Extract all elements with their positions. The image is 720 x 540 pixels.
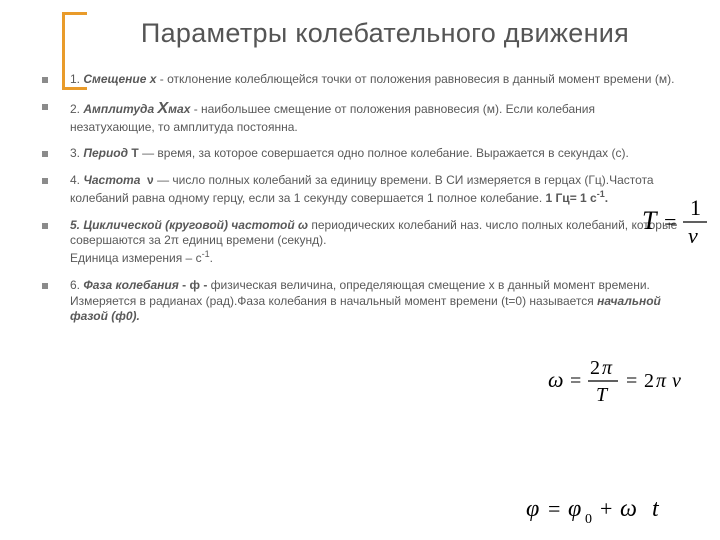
svg-text:T: T (596, 384, 609, 406)
svg-text:t: t (652, 496, 660, 522)
svg-text:φ: φ (526, 496, 539, 522)
svg-text:=: = (548, 496, 560, 521)
svg-text:2: 2 (644, 370, 654, 392)
svg-text:π: π (602, 357, 613, 379)
svg-text:2: 2 (590, 357, 600, 379)
formula-period: T = 1 ν (640, 195, 712, 249)
svg-text:=: = (570, 370, 581, 392)
svg-text:ω: ω (620, 496, 637, 522)
list-item: 1. Смещение х - отклонение колеблющейся … (70, 72, 680, 87)
list-item: 5. Циклической (круговой) частотой ω пер… (70, 218, 680, 266)
list-item: 3. Период Т — время, за которое совершае… (70, 146, 680, 161)
svg-text:=: = (626, 370, 637, 392)
item-list: 1. Смещение х - отклонение колеблющейся … (70, 72, 680, 324)
svg-text:=: = (664, 209, 676, 234)
svg-text:ν: ν (672, 370, 681, 392)
list-item: 2. Амплитуда Хмах - наибольшее смещение … (70, 99, 680, 135)
slide: Параметры колебательного движения 1. Сме… (0, 0, 720, 540)
svg-text:ν: ν (688, 223, 698, 248)
svg-text:φ: φ (568, 496, 581, 522)
formula-omega: ω = 2 π T = 2 π ν (548, 355, 712, 407)
svg-text:1: 1 (690, 195, 701, 220)
svg-text:π: π (656, 370, 667, 392)
svg-text:ω: ω (548, 367, 564, 392)
formula-phase: φ = φ 0 + ω t (526, 490, 686, 530)
list-item: 4. Частота ν — число полных колебаний за… (70, 173, 680, 206)
svg-text:+: + (600, 496, 612, 521)
slide-title: Параметры колебательного движения (90, 18, 680, 50)
svg-text:T: T (642, 206, 658, 235)
list-item: 6. Фаза колебания - ф - физическая велич… (70, 278, 680, 324)
svg-text:0: 0 (585, 512, 592, 527)
